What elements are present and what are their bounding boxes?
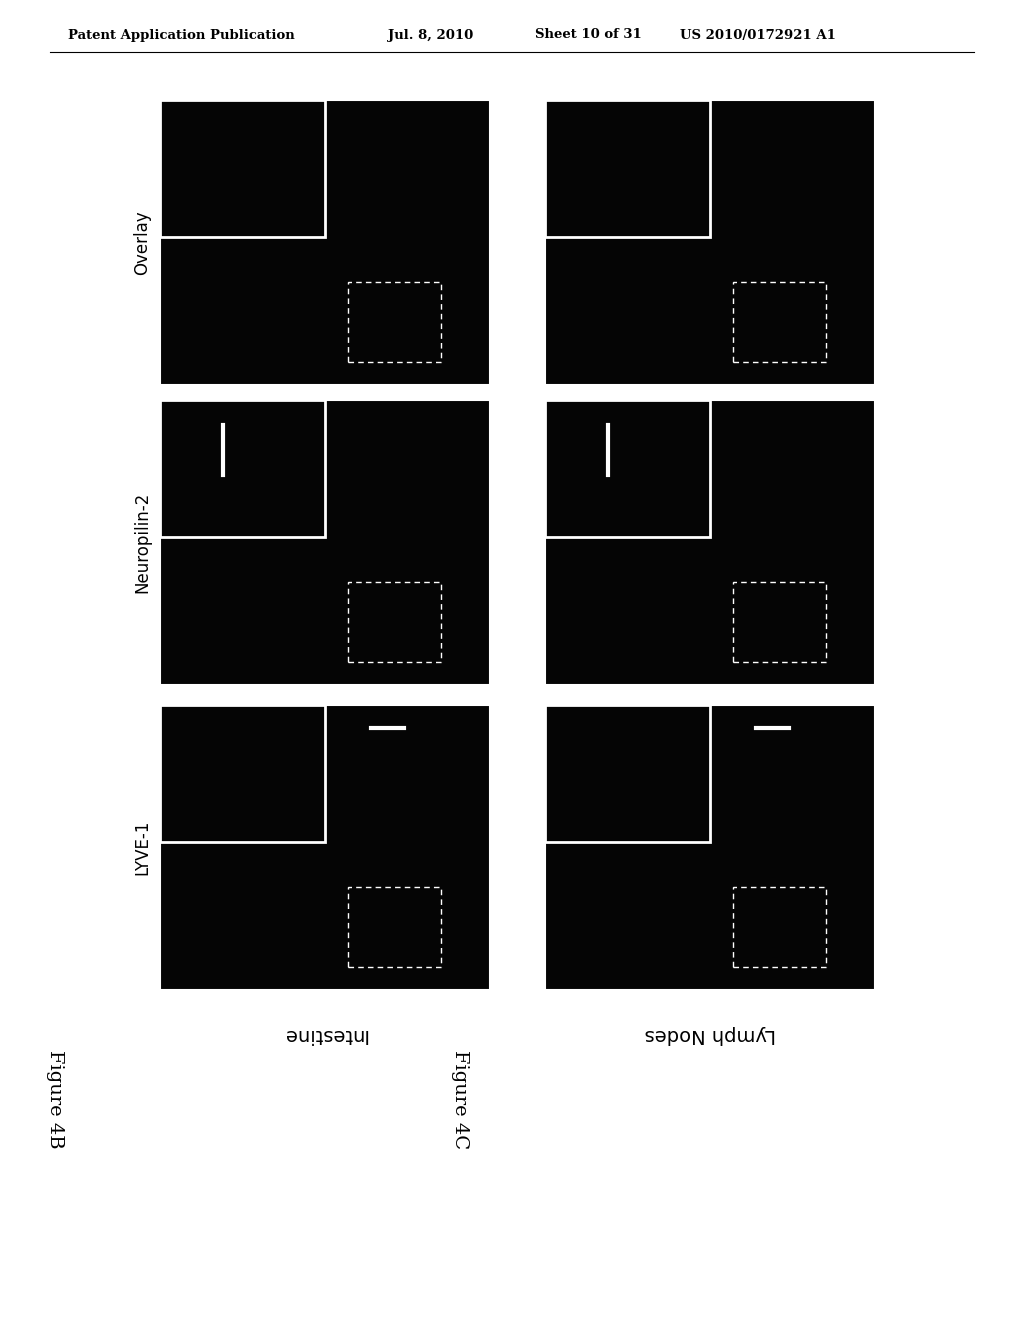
Text: US 2010/0172921 A1: US 2010/0172921 A1 [680,29,836,41]
Bar [545,705,710,842]
Bar [545,400,874,685]
Bar [545,400,710,537]
Text: Jul. 8, 2010: Jul. 8, 2010 [388,29,473,41]
Bar [160,400,325,537]
Text: LYVE-1: LYVE-1 [133,820,151,875]
Text: Lymph Nodes: Lymph Nodes [644,1026,776,1044]
Bar [160,705,490,990]
Text: Intestine: Intestine [283,1026,368,1044]
Bar [733,887,825,968]
Bar [348,887,440,968]
Bar [160,705,325,842]
Text: Sheet 10 of 31: Sheet 10 of 31 [535,29,642,41]
Bar [160,100,490,385]
Text: Figure 4C: Figure 4C [451,1049,469,1150]
Bar [160,100,325,236]
Bar [348,282,440,362]
Bar [545,400,874,685]
Bar [545,705,874,990]
Bar [545,100,874,385]
Text: Overlay: Overlay [133,210,151,275]
Bar [733,282,825,362]
Bar [545,100,874,385]
Bar [160,400,490,685]
Bar [545,705,874,990]
Text: Figure 4B: Figure 4B [46,1049,65,1148]
Bar [348,582,440,663]
Bar [160,100,490,385]
Bar [545,100,710,236]
Text: Patent Application Publication: Patent Application Publication [68,29,295,41]
Bar [160,400,490,685]
Bar [733,582,825,663]
Text: Neuropilin-2: Neuropilin-2 [133,492,151,593]
Bar [160,705,490,990]
